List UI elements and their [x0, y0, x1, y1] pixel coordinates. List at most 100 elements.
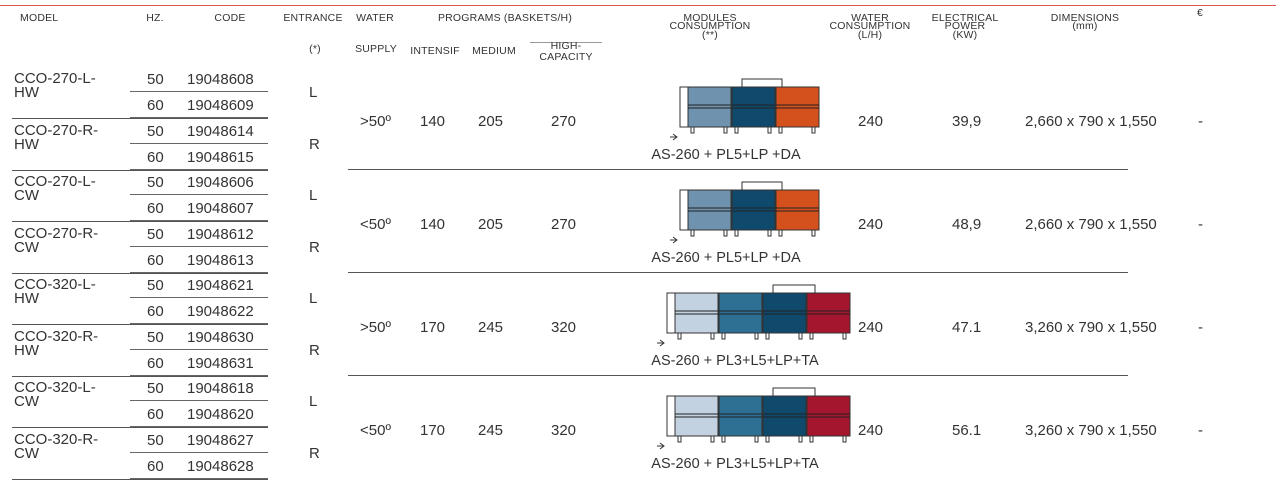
header-model: MODEL [20, 12, 59, 24]
header-entrance-note: (*) [309, 43, 321, 55]
module-leg [798, 332, 803, 340]
module-leg [677, 332, 682, 340]
module-leg [721, 435, 726, 443]
model-name-line1: CCO-270-L- [14, 173, 96, 190]
module-leg [765, 332, 770, 340]
code-value: 19048606 [187, 174, 254, 191]
header-intensif: INTENSIF [410, 45, 460, 57]
arrow-head-icon [672, 133, 678, 141]
price-value: - [1198, 319, 1203, 336]
module-leg [710, 435, 715, 443]
model-name-line1: CCO-270-L- [14, 70, 96, 87]
header-modules-3: (**) [702, 29, 718, 41]
module-leg [778, 229, 783, 237]
code-value: 19048612 [187, 226, 254, 243]
module-leg [842, 332, 847, 340]
header-ep-1: ELECTRICAL [931, 12, 999, 24]
code-value: 19048628 [187, 458, 254, 475]
modules-label: AS-260 + PL5+LP +DA [651, 250, 801, 266]
model-name-line1: CCO-320-R- [14, 328, 99, 345]
group-rule [348, 169, 1128, 170]
module-leg [798, 435, 803, 443]
module-block [731, 189, 776, 231]
model-name-line2: CW [14, 239, 39, 256]
module-leg [809, 435, 814, 443]
row-rule [130, 478, 268, 479]
dimensions-value: 3,260 x 790 x 1,550 [1025, 319, 1157, 336]
hz-value: 50 [147, 123, 164, 140]
water-consumption-value: 240 [858, 216, 884, 233]
model-rule [12, 170, 268, 171]
header-water: WATER [356, 12, 394, 24]
high-capacity-value: 320 [551, 319, 577, 336]
module-block [806, 292, 851, 334]
header-ep-2: POWER [944, 20, 986, 32]
module-block [731, 86, 776, 128]
code-value: 19048630 [187, 329, 254, 346]
hz-value: 50 [147, 71, 164, 88]
arrow-head-icon [672, 236, 678, 244]
header-code: CODE [214, 12, 246, 24]
model-name-line1: CCO-320-R- [14, 431, 99, 448]
high-capacity-value: 320 [551, 422, 577, 439]
modules-diagram [657, 387, 851, 450]
module-block [775, 86, 820, 128]
code-value: 19048608 [187, 71, 254, 88]
intensif-value: 170 [420, 422, 446, 439]
header-dimensions-2: (mm) [1072, 20, 1098, 32]
module-leg [721, 332, 726, 340]
hood-block [772, 284, 816, 294]
header-water-supply: SUPPLY [355, 43, 397, 55]
code-value: 19048618 [187, 380, 254, 397]
row-rule [130, 117, 268, 118]
hz-value: 60 [147, 303, 164, 320]
header-programs: PROGRAMS (BASKETS/H) [437, 12, 573, 24]
header-ep-3: (KW) [952, 29, 978, 41]
module-block [718, 395, 763, 437]
model-rule [12, 376, 268, 377]
model-rule [12, 118, 268, 119]
module-block [762, 292, 807, 334]
hz-value: 50 [147, 174, 164, 191]
row-rule [130, 323, 268, 324]
row-rule [130, 272, 268, 273]
module-leg [767, 126, 772, 134]
entrance-value: L [309, 187, 318, 204]
model-rule [12, 427, 268, 428]
medium-value: 245 [478, 319, 504, 336]
modules-label: AS-260 + PL3+L5+LP+TA [651, 353, 819, 369]
modules-label: AS-260 + PL3+L5+LP+TA [651, 456, 819, 472]
hz-value: 60 [147, 355, 164, 372]
module-leg [723, 126, 728, 134]
module-leg [754, 435, 759, 443]
row-rule [130, 349, 268, 350]
group-rule [348, 375, 1128, 376]
electrical-power-value: 47.1 [952, 319, 982, 336]
row-rule [130, 169, 268, 170]
intensif-value: 170 [420, 319, 446, 336]
module-block [674, 292, 719, 334]
row-rule [130, 143, 268, 144]
modules-label: AS-260 + PL5+LP +DA [651, 147, 801, 163]
module-block [762, 395, 807, 437]
electrical-power-value: 39,9 [952, 113, 982, 130]
row-rule [130, 194, 268, 195]
dimensions-value: 3,260 x 790 x 1,550 [1025, 422, 1157, 439]
module-leg [734, 229, 739, 237]
model-name-line2: CW [14, 187, 39, 204]
entrance-value: L [309, 290, 318, 307]
hz-value: 50 [147, 380, 164, 397]
header-price: € [1196, 7, 1204, 19]
module-leg [677, 435, 682, 443]
model-name-line1: CCO-270-R- [14, 225, 99, 242]
model-name-line2: HW [14, 136, 39, 153]
inlet-bracket [679, 86, 688, 128]
module-leg [811, 229, 816, 237]
model-name-line2: HW [14, 342, 39, 359]
header-high-1: HIGH- [550, 40, 582, 52]
hz-value: 60 [147, 97, 164, 114]
model-name-line2: HW [14, 84, 39, 101]
code-value: 19048614 [187, 123, 254, 140]
module-leg [842, 435, 847, 443]
header-modules-2: CONSUMPTION [669, 20, 751, 32]
